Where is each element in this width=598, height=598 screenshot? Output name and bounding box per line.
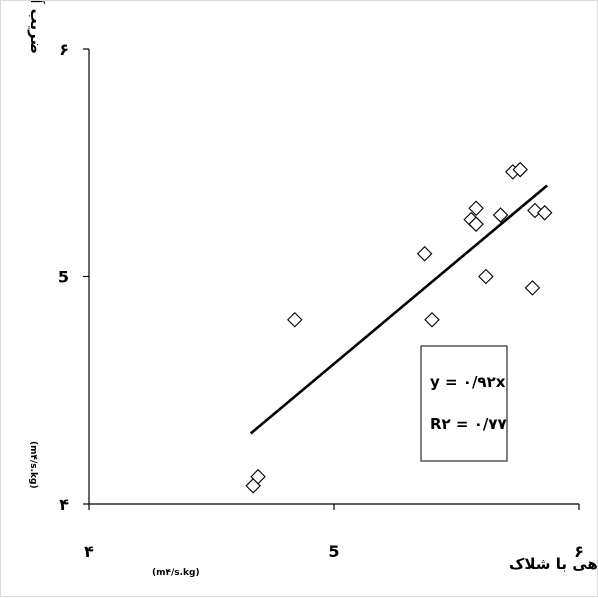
- x-tick-label: ۶: [574, 542, 584, 561]
- data-point: [492, 207, 509, 223]
- data-point: [250, 468, 266, 485]
- ticks: [83, 48, 580, 510]
- data-point: [524, 280, 541, 296]
- y-axis-label: ضریب آکوستیک بعداز پوشش دهی با شلاک: [26, 1, 45, 54]
- x-axis-unit: (m۴/s.kg): [152, 568, 200, 578]
- data-point: [416, 245, 433, 262]
- y-axis-unit: (m۴/s.kg): [28, 441, 38, 489]
- data-point: [512, 161, 528, 178]
- y-axis-unit-group: (m۴/s.kg): [28, 441, 38, 489]
- y-tick-label: ۴: [59, 495, 69, 514]
- y-axis-title: ضریب آکوستیک بعداز پوشش دهی با شلاک: [26, 1, 45, 54]
- x-axis-title: ضریب آکوستیک قبل از پوشش دهی با شلاک (m۴…: [152, 555, 598, 578]
- equation-box-frame: [420, 345, 508, 462]
- x-axis-label: ضریب آکوستیک قبل از پوشش دهی با شلاک: [509, 555, 598, 574]
- data-point: [468, 200, 484, 217]
- data-point: [424, 311, 440, 328]
- tick-labels: ۴ 5 ۶ ۴ 5 ۶: [58, 40, 584, 561]
- y-tick-label: ۶: [59, 40, 69, 59]
- data-point: [287, 311, 303, 328]
- equation-line-r2: R۲ = ۰/۷۷: [430, 415, 507, 433]
- data-point: [536, 205, 553, 221]
- trendline: [249, 184, 548, 435]
- x-tick-label: 5: [328, 542, 339, 561]
- equation-box: y = ۰/۹۲x R۲ = ۰/۷۷: [420, 345, 508, 462]
- equation-line-slope: y = ۰/۹۲x: [430, 373, 506, 391]
- y-tick-label: 5: [58, 268, 69, 287]
- data-points: [245, 161, 553, 494]
- x-tick-label: ۴: [84, 542, 94, 561]
- data-point: [478, 268, 494, 285]
- data-point: [468, 216, 484, 232]
